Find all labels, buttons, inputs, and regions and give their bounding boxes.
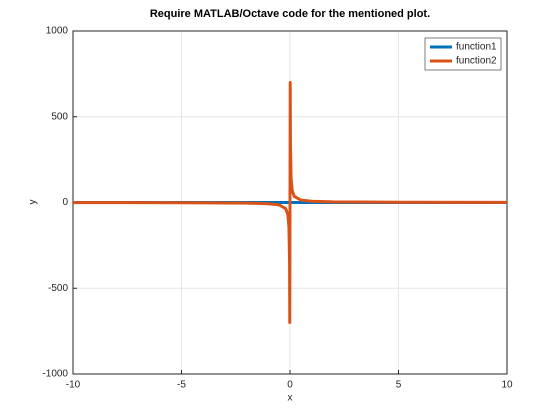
y-tick-label: -1000 bbox=[42, 369, 68, 380]
line-series bbox=[72, 80, 508, 325]
legend-label: function2 bbox=[456, 56, 497, 67]
x-tick-label: 10 bbox=[501, 380, 513, 391]
y-tick-label: 0 bbox=[62, 197, 68, 208]
y-tick-label: 500 bbox=[51, 111, 68, 122]
y-tick-label: -500 bbox=[48, 283, 68, 294]
legend-label: function1 bbox=[456, 42, 497, 53]
x-tick-label: 5 bbox=[396, 380, 402, 391]
x-axis-label: x bbox=[288, 393, 293, 404]
x-tick-label: -5 bbox=[177, 380, 186, 391]
x-tick-label: -10 bbox=[66, 380, 81, 391]
y-axis-label: y bbox=[28, 200, 39, 205]
y-tick-label: 1000 bbox=[46, 26, 69, 37]
x-tick-label: 0 bbox=[287, 380, 293, 391]
chart-title: Require MATLAB/Octave code for the menti… bbox=[150, 8, 430, 20]
legend-box bbox=[424, 37, 502, 71]
